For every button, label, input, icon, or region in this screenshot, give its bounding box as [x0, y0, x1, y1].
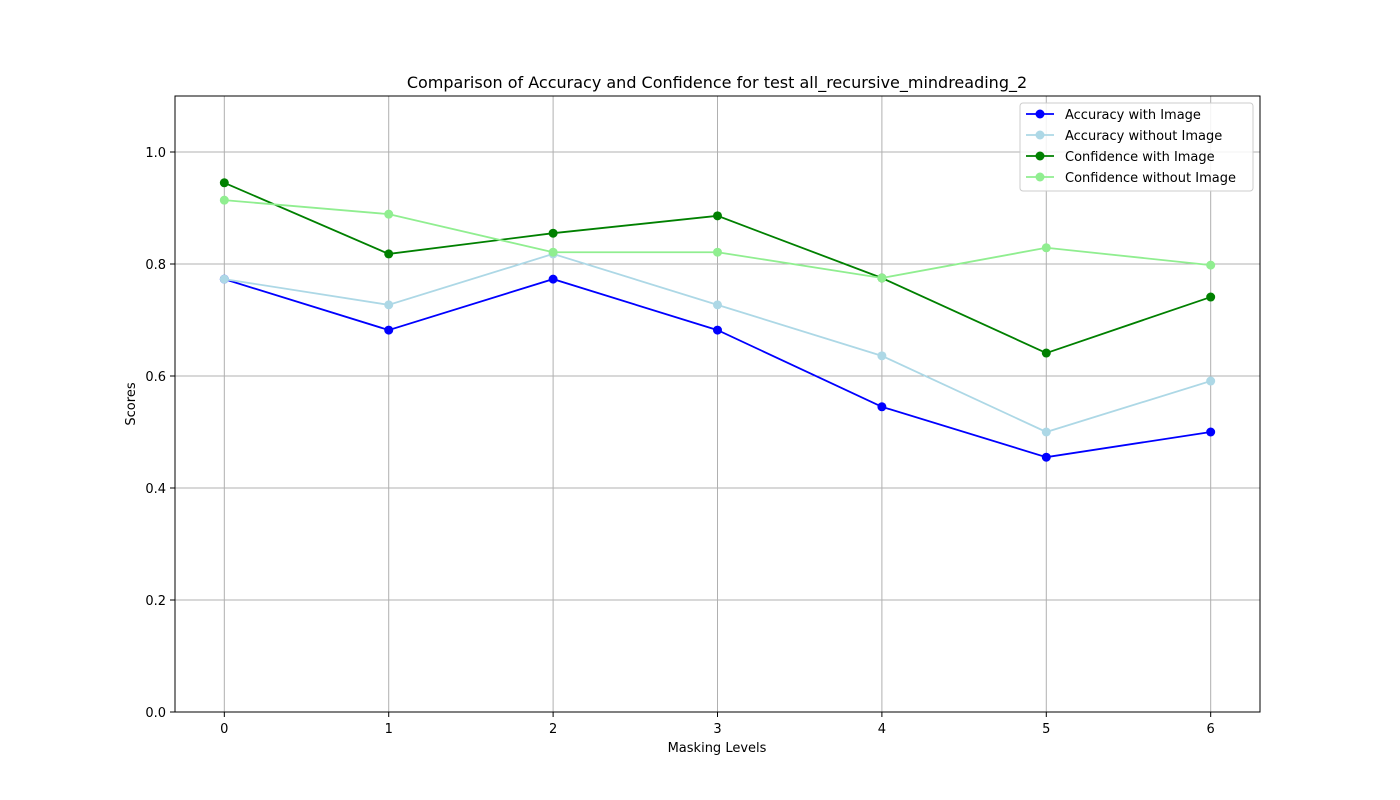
- x-tick-label: 4: [878, 722, 886, 737]
- y-axis-ticks: 0.0 0.2 0.4 0.6 0.8 1.0: [145, 146, 175, 721]
- y-tick-label: 0.6: [145, 370, 166, 385]
- x-tick-label: 2: [549, 722, 557, 737]
- legend-swatch-marker: [1035, 109, 1045, 119]
- data-point: [713, 211, 722, 221]
- legend-box: [1019, 102, 1254, 192]
- data-point: [1041, 348, 1051, 358]
- legend-label: Accuracy with Image: [1065, 108, 1201, 123]
- y-tick-label: 0.8: [145, 258, 166, 273]
- data-point: [1041, 427, 1051, 437]
- legend-swatch-marker: [1035, 151, 1045, 161]
- data-point: [384, 249, 394, 259]
- data-point: [713, 325, 722, 335]
- legend-label: Accuracy without Image: [1065, 129, 1222, 144]
- y-tick-label: 0.0: [145, 706, 166, 721]
- legend-swatch-marker: [1035, 130, 1045, 140]
- y-tick-label: 1.0: [145, 146, 166, 161]
- data-point: [219, 274, 229, 284]
- data-point: [877, 402, 887, 412]
- data-point: [713, 247, 722, 257]
- data-point: [877, 351, 887, 361]
- data-point: [384, 325, 394, 335]
- x-axis-label: Masking Levels: [668, 741, 767, 756]
- data-point: [1206, 376, 1216, 386]
- data-point: [877, 273, 887, 283]
- y-tick-label: 0.4: [145, 482, 166, 497]
- y-axis-label: Scores: [124, 382, 139, 425]
- data-point: [219, 195, 229, 205]
- legend-label: Confidence without Image: [1065, 171, 1236, 186]
- data-point: [219, 178, 229, 188]
- data-point: [1206, 260, 1216, 270]
- data-point: [548, 228, 558, 238]
- series-group: [219, 178, 1216, 462]
- y-tick-label: 0.2: [145, 594, 166, 609]
- data-point: [1041, 243, 1051, 253]
- data-point: [384, 300, 394, 310]
- legend-label: Confidence with Image: [1065, 150, 1215, 165]
- data-point: [548, 247, 558, 257]
- x-tick-label: 0: [220, 722, 228, 737]
- data-point: [1206, 427, 1216, 437]
- x-tick-label: 5: [1042, 722, 1050, 737]
- data-point: [713, 300, 722, 310]
- data-point: [1206, 292, 1216, 302]
- data-point: [384, 209, 394, 219]
- legend: Accuracy with Image Accuracy without Imag…: [1019, 102, 1254, 192]
- chart-title: Comparison of Accuracy and Confidence fo…: [407, 73, 1027, 93]
- x-tick-label: 1: [385, 722, 393, 737]
- x-tick-label: 3: [713, 722, 721, 737]
- data-point: [1041, 452, 1051, 462]
- x-tick-label: 6: [1207, 722, 1215, 737]
- legend-swatch-marker: [1035, 172, 1045, 182]
- data-point: [548, 274, 558, 284]
- x-axis-ticks: 0 1 2 3 4 5 6: [220, 712, 1215, 737]
